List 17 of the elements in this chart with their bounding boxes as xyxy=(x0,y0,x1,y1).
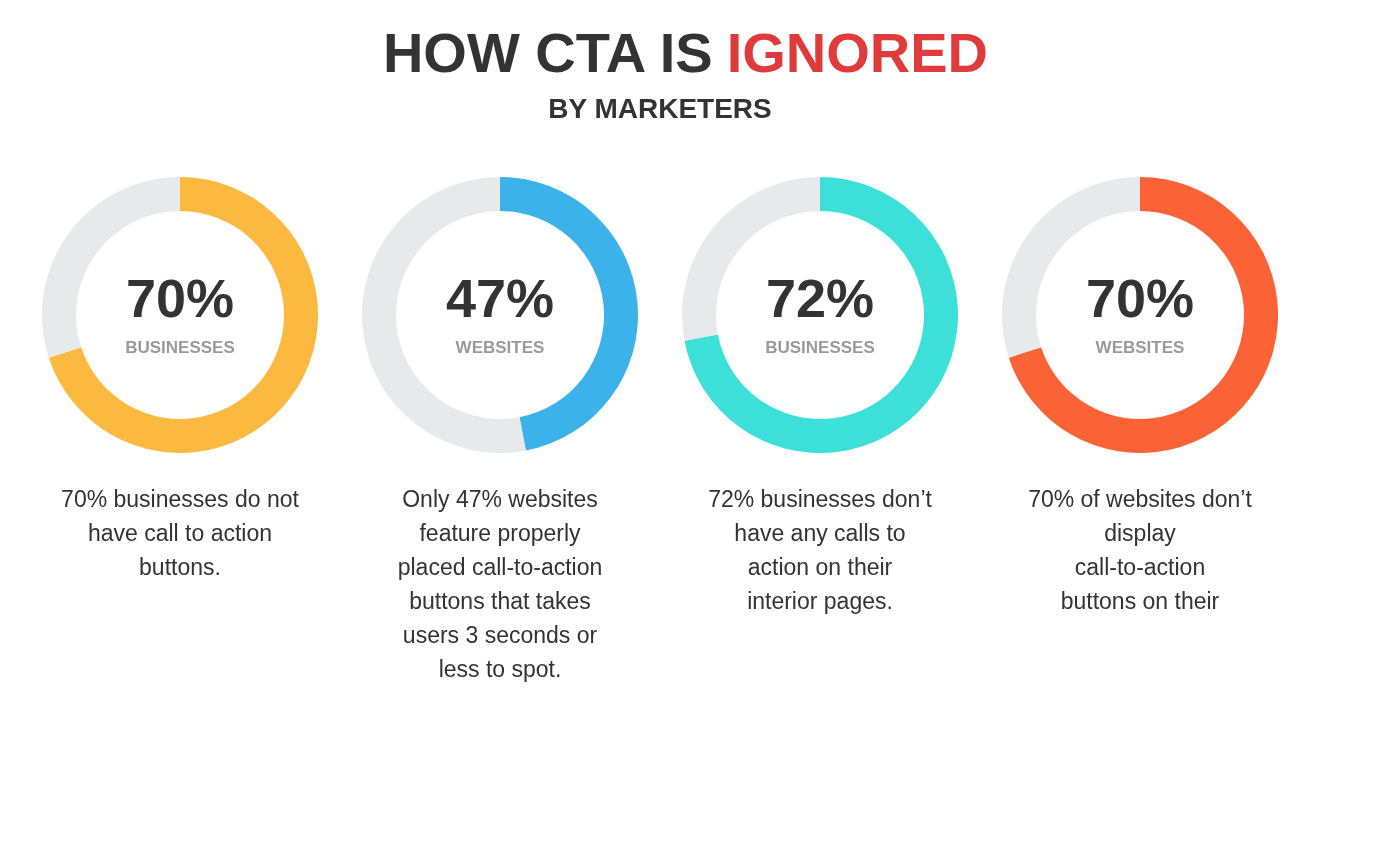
data-label: 70% xyxy=(1085,268,1195,328)
text: BUSINESSES xyxy=(765,338,875,357)
data-label: 47% xyxy=(445,268,555,328)
donut-slice xyxy=(48,177,318,453)
text: BUSINESSES xyxy=(125,338,235,357)
text: WEBSITES xyxy=(1095,338,1185,357)
donut-slice xyxy=(1008,177,1278,453)
text: 72% businesses don’t have any calls to action on their interior pages. xyxy=(708,486,933,614)
text: 70% of websites don’t display call-to-action buttons on their xyxy=(1028,486,1253,614)
text: 70% businesses do not have call to action buttons. xyxy=(61,486,300,580)
text: HOW CTA IS IGNORED xyxy=(382,21,988,84)
text: WEBSITES xyxy=(455,338,545,357)
text: BY MARKETERS xyxy=(548,93,772,124)
text: Only 47% websites feature properly placed call-to-action buttons that takes users 3 seconds or less to spot. xyxy=(397,486,603,682)
data-label: 72% xyxy=(765,268,875,328)
data-label: 70% xyxy=(125,268,235,328)
donut-slice xyxy=(684,177,958,453)
